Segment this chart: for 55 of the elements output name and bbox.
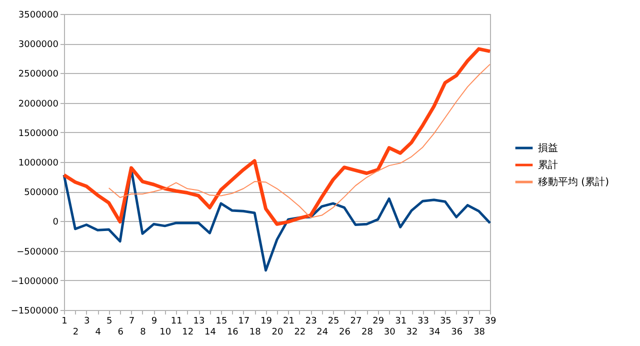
x-tick-label: 20 bbox=[272, 328, 284, 338]
x-tick-label: 30 bbox=[384, 328, 396, 338]
x-tick-label: 36 bbox=[451, 328, 463, 338]
x-tick-label: 27 bbox=[350, 316, 362, 326]
x-tick-label: 33 bbox=[418, 316, 429, 326]
x-tick-label: 18 bbox=[249, 328, 262, 338]
x-tick-label: 26 bbox=[339, 328, 351, 338]
x-tick-label: 11 bbox=[170, 316, 182, 326]
x-tick-label: 24 bbox=[316, 328, 328, 338]
x-tick-label: 38 bbox=[474, 328, 486, 338]
x-tick-label: 17 bbox=[238, 316, 250, 326]
x-tick-label: 8 bbox=[140, 328, 146, 338]
x-tick-label: 23 bbox=[305, 316, 317, 326]
y-tick-label: 2000000 bbox=[18, 99, 59, 110]
y-tick-label: 0 bbox=[52, 218, 59, 228]
x-tick-label: 13 bbox=[193, 316, 205, 326]
x-tick-label: 9 bbox=[151, 316, 158, 326]
x-tick-label: 21 bbox=[282, 316, 294, 326]
line-series bbox=[62, 47, 492, 226]
y-tick-label: 500000 bbox=[24, 188, 59, 198]
y-tick-label: −500000 bbox=[16, 247, 59, 258]
y-tick-label: −1000000 bbox=[10, 276, 59, 287]
x-tick-label: 12 bbox=[182, 328, 194, 338]
x-tick-label: 10 bbox=[160, 328, 172, 338]
legend-label: 移動平均 (累計) bbox=[538, 176, 610, 188]
y-tick-label: −1500000 bbox=[10, 306, 59, 316]
x-tick-label: 16 bbox=[226, 328, 239, 338]
x-tick-label: 1 bbox=[62, 316, 68, 326]
y-tick-label: 3000000 bbox=[18, 40, 59, 50]
x-tick-label: 7 bbox=[128, 316, 135, 326]
x-tick-label: 31 bbox=[395, 316, 407, 326]
x-tick-label: 19 bbox=[260, 316, 272, 326]
x-tick-label: 6 bbox=[118, 328, 124, 338]
x-tick-label: 25 bbox=[328, 316, 340, 326]
x-tick-label: 4 bbox=[95, 328, 102, 338]
x-tick-label: 5 bbox=[106, 316, 112, 326]
x-tick-label: 15 bbox=[216, 316, 228, 326]
y-tick-label: 2500000 bbox=[18, 70, 59, 80]
x-tick-label: 34 bbox=[428, 328, 440, 338]
y-tick-label: 1000000 bbox=[18, 158, 59, 168]
line-series bbox=[108, 64, 490, 218]
x-tick-label: 3 bbox=[84, 316, 90, 326]
y-tick-label: 3500000 bbox=[18, 10, 59, 20]
x-tick-label: 28 bbox=[361, 328, 374, 338]
y-tick-label: 1500000 bbox=[18, 128, 59, 139]
x-tick-label: 22 bbox=[294, 328, 306, 338]
x-tick-label: 14 bbox=[204, 328, 216, 338]
x-tick-label: 35 bbox=[440, 316, 452, 326]
x-tick-label: 29 bbox=[372, 316, 384, 326]
x-tick-label: 37 bbox=[462, 316, 474, 326]
legend-label: 累計 bbox=[538, 159, 558, 171]
legend-label: 損益 bbox=[538, 142, 558, 154]
x-tick-label: 2 bbox=[72, 328, 79, 338]
x-tick-label: 32 bbox=[406, 328, 418, 338]
x-tick-label: 39 bbox=[484, 316, 496, 326]
